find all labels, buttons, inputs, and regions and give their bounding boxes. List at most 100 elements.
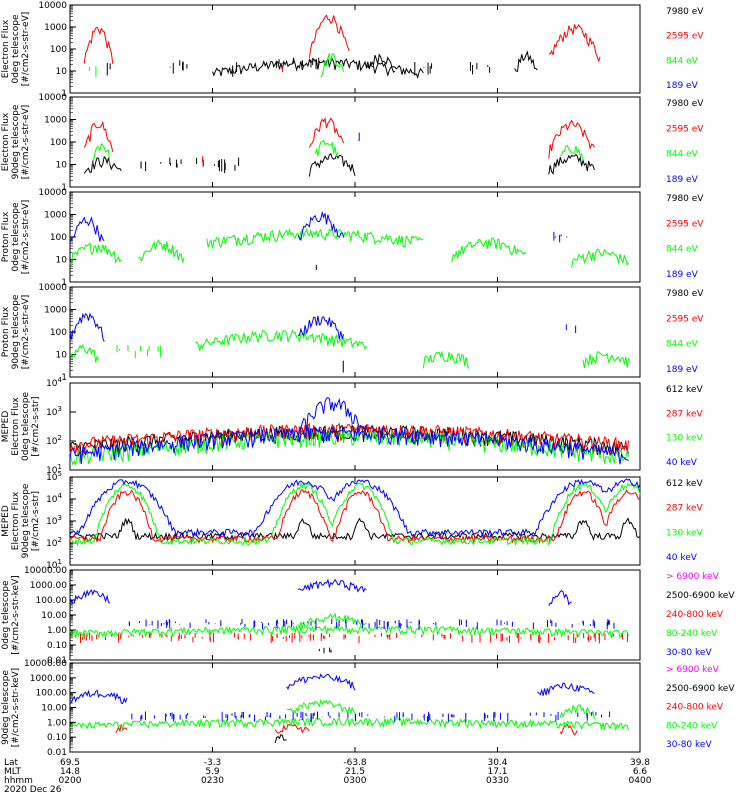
series-line (548, 119, 595, 159)
legend-entry: 612 keV (666, 385, 703, 395)
y-tick-label: 100.00 (36, 689, 68, 699)
x-tick-label-hhmm: 0330 (486, 776, 509, 786)
x-tick-label-lat: 69.5 (60, 758, 80, 768)
legend-entry: 189 eV (666, 81, 699, 91)
legend-entry: 30-80 keV (666, 740, 712, 750)
y-axis-label: 90deg telescope (1, 670, 11, 745)
series-line (297, 612, 367, 630)
y-tick-label: 0.10 (47, 733, 67, 743)
series-line (514, 50, 538, 73)
y-axis-label: [#/cm2-s-str-eV] (21, 12, 31, 87)
legend-entry: 844 eV (666, 245, 699, 255)
legend-entry: 40 keV (666, 553, 698, 563)
series-line (314, 139, 339, 157)
series-line (69, 481, 641, 547)
y-tick-label: 102 (46, 434, 62, 447)
legend-entry: 80-240 keV (666, 629, 718, 639)
panel-frame (69, 569, 641, 661)
y-tick-label: 100 (50, 328, 67, 338)
y-tick-label: 10000 (38, 93, 67, 103)
series-line (559, 723, 578, 736)
series-line (83, 26, 114, 64)
series-line (69, 216, 105, 242)
legend-entry: 2595 eV (666, 124, 704, 134)
x-tick-label-hhmm: 0230 (201, 776, 224, 786)
y-tick-label: 0.01 (47, 656, 67, 666)
y-axis-label: 0deg telescope (1, 580, 11, 650)
series-line (195, 329, 367, 351)
panel-7: 0.01 0.10 1.00 10.00 100.00 1000.00 10000.00 0d… (1, 566, 735, 666)
x-tick-label-lat: -3.3 (204, 758, 222, 768)
y-tick-label: 103 (46, 514, 62, 527)
legend-entry: 130 keV (666, 528, 703, 538)
series-line (69, 589, 111, 604)
series-line (115, 724, 128, 734)
legend-entry: 40 keV (666, 458, 698, 468)
series-line (274, 723, 310, 734)
series-line (548, 153, 595, 176)
legend-entry: 844 eV (666, 56, 699, 66)
panel-1: 1 10 100 1000 10000 Electron Flux 0deg telesco… (1, 1, 704, 99)
series-line (451, 237, 527, 263)
y-tick-label: 1000 (44, 306, 67, 316)
series-line (571, 248, 629, 269)
y-axis-label: 0deg telescope (21, 392, 31, 462)
legend-entry: 189 eV (666, 175, 699, 185)
x-tick-label-hhmm: 0300 (344, 776, 367, 786)
y-tick-label: 1 (61, 278, 67, 288)
legend-entry: 287 keV (666, 409, 703, 419)
y-tick-label: 10000 (38, 188, 67, 198)
series-line (69, 478, 641, 538)
series-line (559, 704, 595, 720)
x-row-label: 2020 Dec 26 (4, 785, 62, 795)
y-axis-label: Electron Flux (1, 112, 11, 171)
y-tick-label: 1.00 (47, 626, 67, 636)
y-axis-label: [#/cm2-s-str] (31, 491, 41, 551)
legend-entry: 130 keV (666, 434, 703, 444)
series-line (206, 227, 424, 249)
y-tick-label: 10.00 (41, 704, 67, 714)
y-tick-label: 1000.00 (30, 674, 67, 684)
x-row-label: Lat (4, 758, 19, 768)
y-axis-label: MEPED (1, 505, 11, 537)
series-line (83, 120, 114, 153)
y-tick-label: 1000 (44, 23, 67, 33)
y-axis-label: 90deg telescope (21, 483, 31, 558)
y-tick-label: 0.10 (47, 641, 67, 651)
y-tick-label: 0.01 (47, 748, 67, 758)
series-line (308, 117, 345, 148)
y-axis-label: 90deg telescope (11, 294, 21, 369)
legend-entry: 7980 eV (666, 194, 704, 204)
panel-frame (69, 476, 641, 566)
y-axis-label: MEPED (1, 411, 11, 443)
legend-entry: 189 eV (666, 365, 699, 375)
legend-entry: 612 keV (666, 479, 703, 489)
y-axis-label: Proton Flux (1, 211, 11, 262)
y-tick-label: 10000.00 (24, 566, 67, 576)
y-tick-label: 1 (61, 89, 67, 99)
y-tick-label: 10 (56, 256, 68, 266)
y-tick-label: 104 (46, 376, 62, 389)
series-line (297, 210, 345, 242)
series-line (422, 350, 470, 369)
series-line (92, 142, 111, 165)
y-axis-label: 90deg telescope (11, 104, 21, 179)
series-line (69, 343, 99, 363)
y-tick-label: 100 (50, 233, 67, 243)
panel-frame (69, 662, 641, 753)
series-line (308, 14, 350, 58)
legend-entry: 287 keV (666, 504, 703, 514)
series-line (297, 578, 367, 593)
y-axis-label: Electron Flux (11, 491, 21, 550)
y-tick-label: 10 (56, 161, 68, 171)
y-tick-label: 10000 (38, 1, 67, 11)
panel-frame (69, 4, 641, 94)
x-tick-label-hhmm: 0200 (59, 776, 82, 786)
y-tick-label: 1.00 (47, 718, 67, 728)
y-tick-label: 10000.00 (24, 659, 67, 669)
x-tick-label-lat: 39.8 (630, 758, 650, 768)
x-tick-label-lat: 30.4 (487, 758, 507, 768)
series-line (69, 489, 640, 545)
